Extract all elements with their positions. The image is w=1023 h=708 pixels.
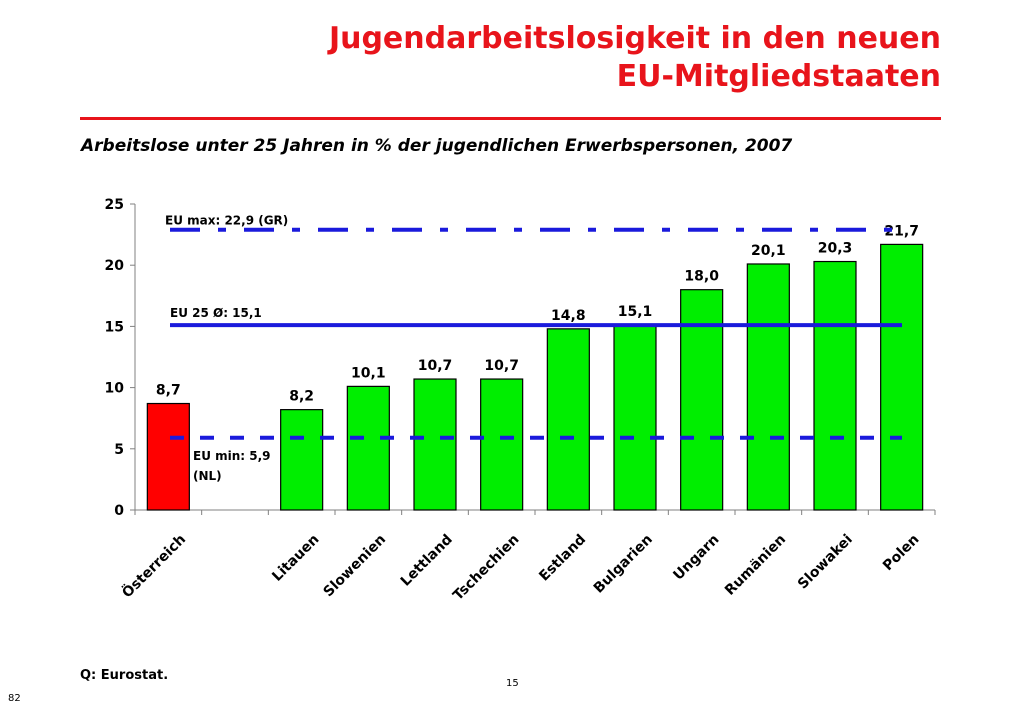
data-label: 10,7 bbox=[484, 358, 519, 374]
data-label: 18,0 bbox=[684, 269, 719, 285]
x-tick-label: Tschechien bbox=[450, 532, 522, 604]
y-tick-label: 15 bbox=[105, 319, 124, 335]
title-line-2: EU-Mitgliedstaaten bbox=[616, 59, 941, 94]
reference-line-label: EU 25 Ø: 15,1 bbox=[170, 306, 262, 320]
x-tick-label: Österreich bbox=[118, 530, 189, 601]
x-tick-label: Slowakei bbox=[795, 532, 856, 593]
bar-rumänien bbox=[746, 263, 790, 511]
data-label: 14,8 bbox=[551, 308, 586, 324]
bar-tschechien bbox=[480, 378, 524, 511]
chart-subtitle: Arbeitslose unter 25 Jahren in % der jug… bbox=[81, 136, 793, 156]
page-number: 15 bbox=[506, 678, 519, 689]
bar-ungarn bbox=[680, 289, 724, 511]
reference-line-label: EU max: 22,9 (GR) bbox=[165, 214, 288, 228]
x-tick-label: Lettland bbox=[398, 532, 456, 590]
bar-litauen bbox=[280, 409, 324, 511]
x-tick-label: Litauen bbox=[269, 532, 322, 585]
x-tick-label: Bulgarien bbox=[591, 532, 656, 597]
bar-estland bbox=[546, 328, 590, 511]
data-label: 15,1 bbox=[618, 304, 653, 320]
data-label: 8,2 bbox=[289, 389, 314, 405]
source-note: Q: Eurostat. bbox=[80, 668, 169, 683]
data-label: 20,3 bbox=[818, 241, 853, 257]
bar-lettland bbox=[413, 378, 457, 511]
data-label: 10,7 bbox=[418, 358, 453, 374]
data-label: 20,1 bbox=[751, 243, 786, 259]
y-tick-label: 25 bbox=[105, 197, 124, 213]
bar-österreich bbox=[146, 402, 190, 511]
bar-polen bbox=[880, 243, 924, 511]
x-tick-label: Rumänien bbox=[722, 532, 789, 599]
x-tick-label: Estland bbox=[536, 532, 589, 585]
bar-slowenien bbox=[346, 385, 390, 511]
data-label: 8,7 bbox=[156, 383, 181, 399]
x-tick-label: Ungarn bbox=[670, 532, 722, 584]
y-tick-label: 10 bbox=[105, 381, 125, 397]
corner-number: 82 bbox=[8, 693, 21, 704]
data-label: 10,1 bbox=[351, 365, 386, 381]
y-tick-label: 5 bbox=[114, 442, 124, 458]
title-divider bbox=[80, 117, 941, 120]
data-label: 21,7 bbox=[884, 223, 919, 239]
bar-bulgarien bbox=[613, 324, 657, 511]
x-tick-label: Slowenien bbox=[320, 532, 389, 601]
y-tick-label: 20 bbox=[105, 258, 125, 274]
y-tick-label: 0 bbox=[114, 503, 124, 519]
title-line-1: Jugendarbeitslosigkeit in den neuen bbox=[328, 21, 941, 56]
bar-slowakei bbox=[813, 260, 857, 511]
slide-title: Jugendarbeitslosigkeit in den neuen EU-M… bbox=[329, 20, 941, 96]
x-tick-label: Polen bbox=[880, 532, 923, 575]
reference-line-label: EU min: 5,9 (NL) bbox=[193, 449, 271, 483]
